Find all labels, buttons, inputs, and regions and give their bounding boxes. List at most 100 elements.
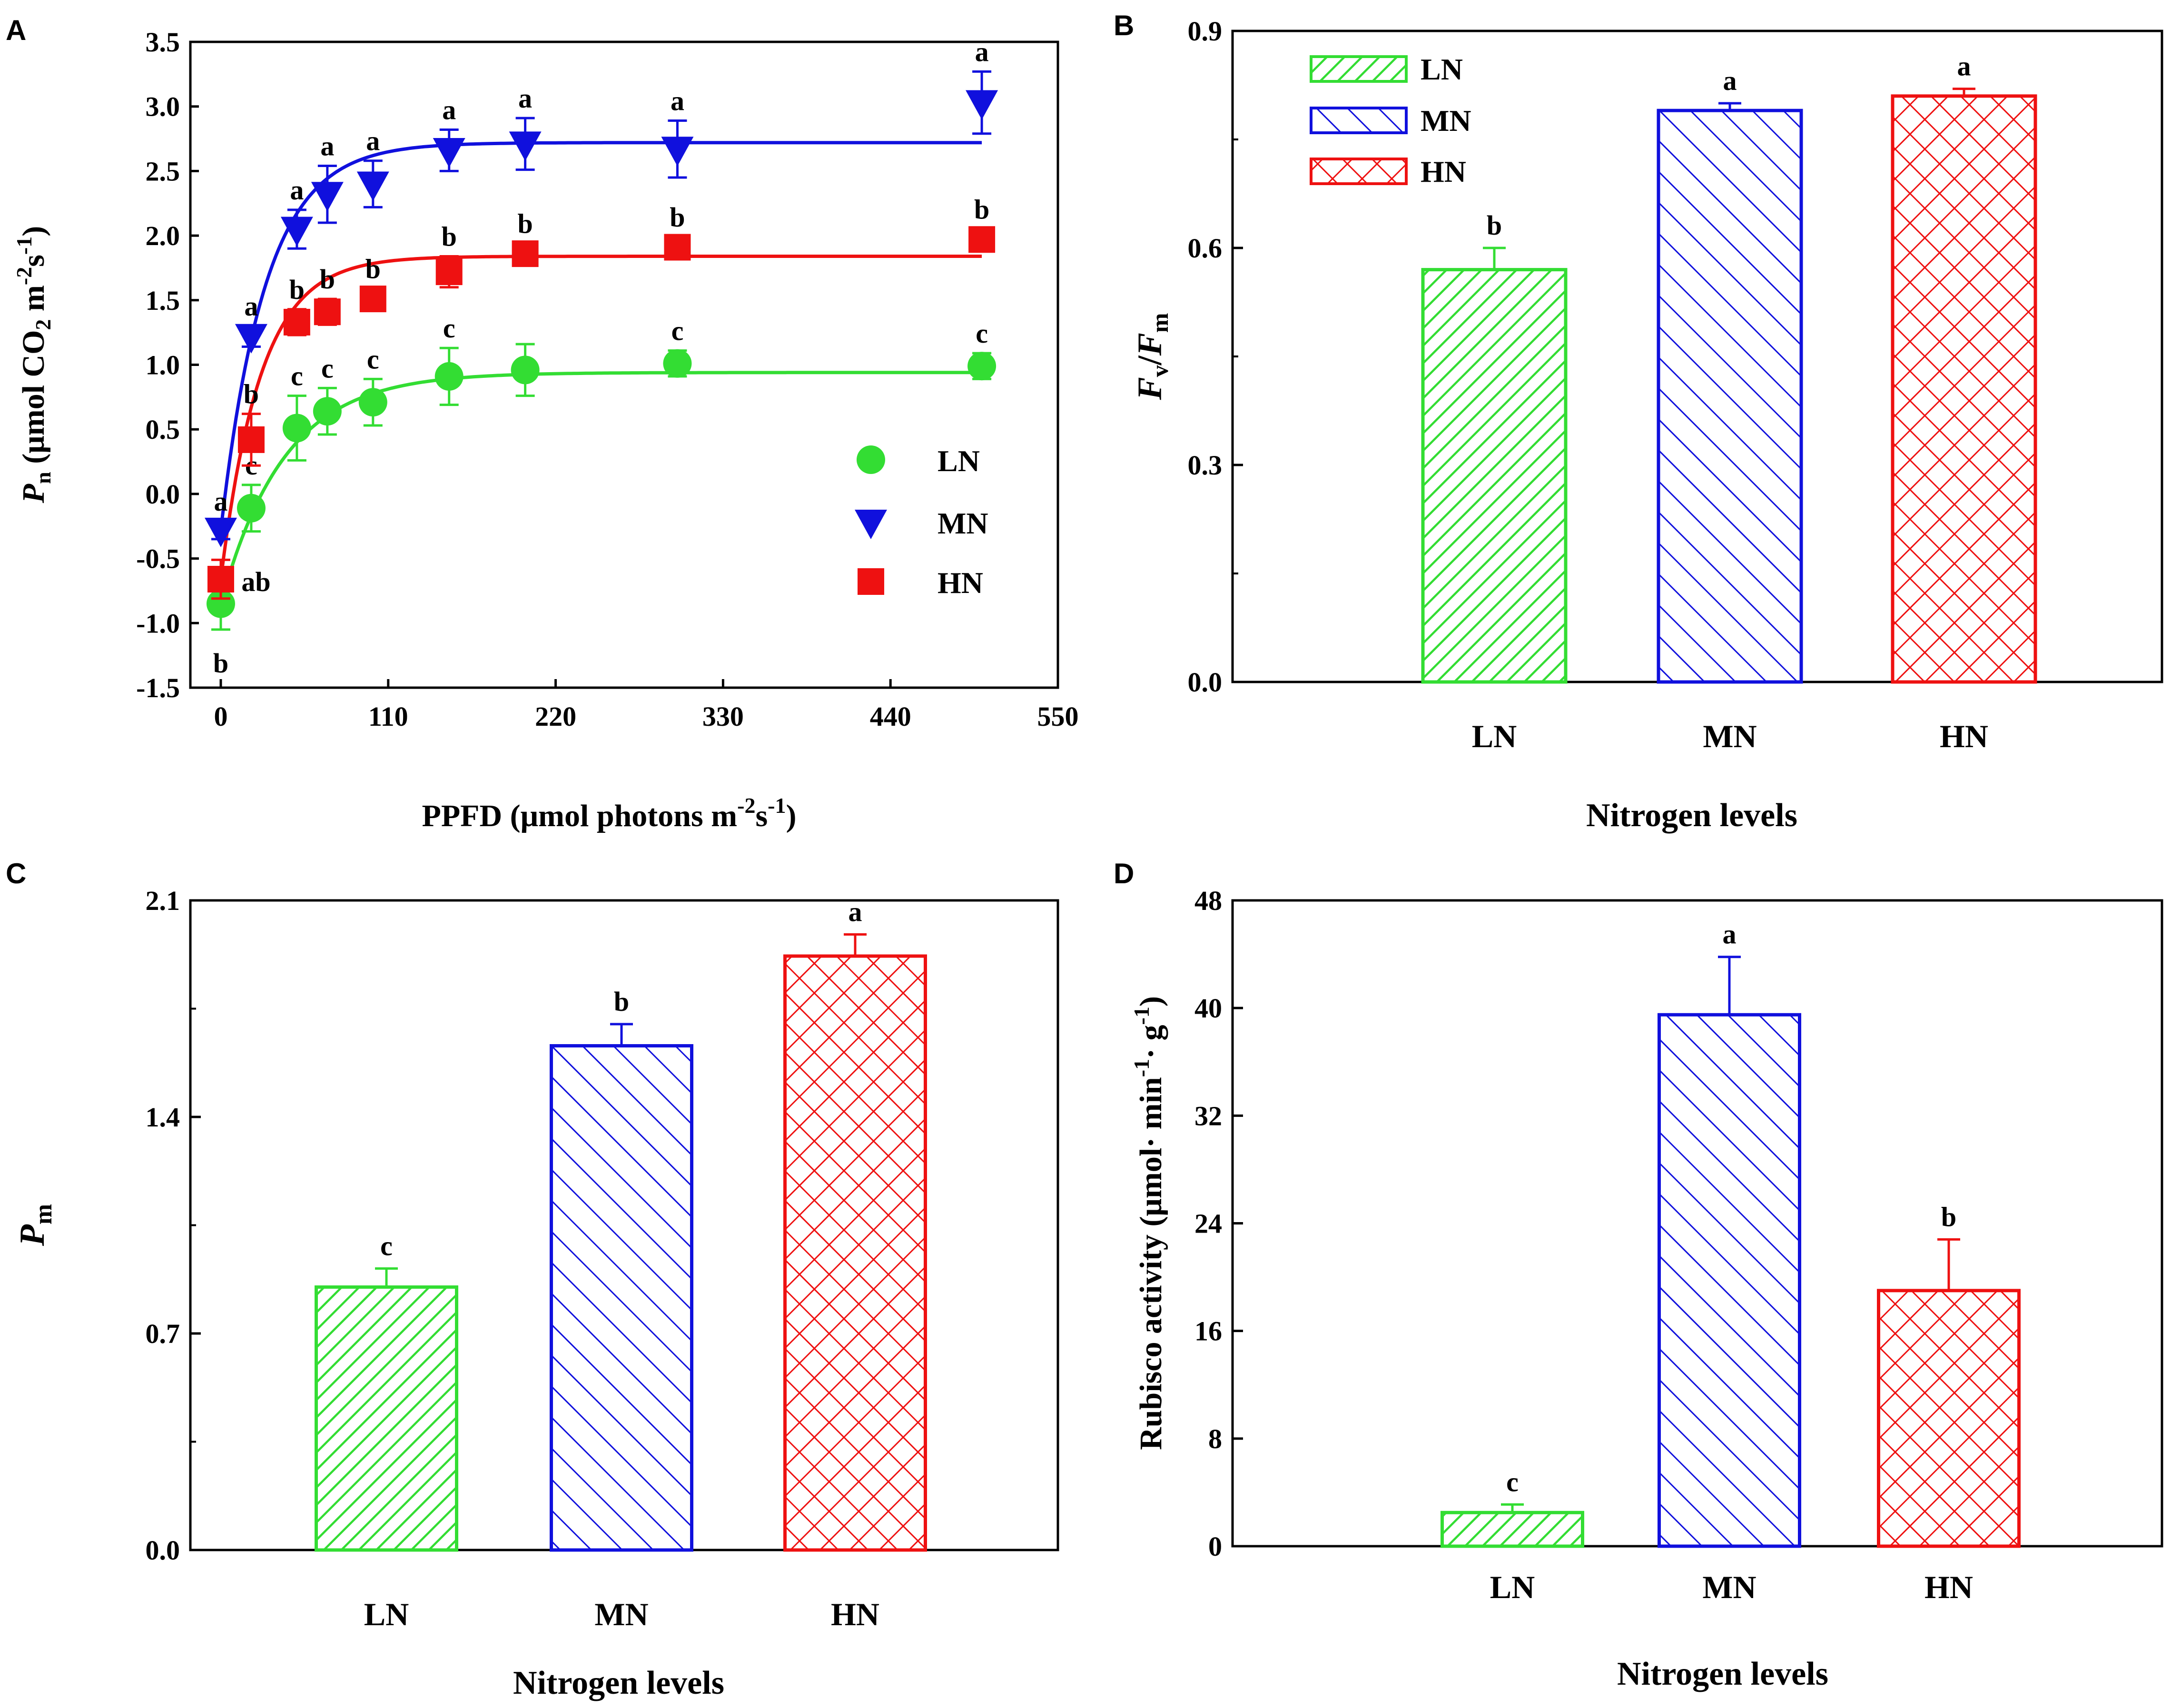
panel-letter-a: A	[6, 14, 26, 46]
point-mn	[356, 171, 389, 201]
y-tick-label: 0.0	[146, 1535, 180, 1566]
significance-letter: b	[320, 264, 335, 295]
panel-a-x-tick-label: 440	[870, 701, 911, 732]
significance-letter: a	[214, 486, 227, 517]
point-ln	[434, 362, 464, 391]
point-mn	[433, 138, 465, 168]
panel-a-data-points: bcccccccaaaaaaaaaabbbbbbbbb	[204, 36, 998, 679]
bar-mn	[1657, 109, 1803, 684]
panel-b-x-axis-label: Nitrogen levels	[1586, 797, 1797, 834]
significance-letter: a	[320, 131, 334, 162]
panel-a-x-tick-label: 110	[368, 701, 408, 732]
point-ln	[237, 494, 266, 523]
point-ln	[967, 352, 997, 381]
point-hn	[237, 426, 265, 453]
y-tick-label: 8	[1208, 1423, 1222, 1454]
bar-ln	[1421, 268, 1568, 684]
bar-hn	[1891, 94, 2037, 684]
panel-d-x-axis-label: Nitrogen levels	[1617, 1656, 1828, 1692]
significance-letter: a	[244, 291, 258, 322]
panel-letter-d: D	[1114, 858, 1134, 889]
y-tick-label: 32	[1194, 1100, 1222, 1131]
significance-letter: a	[975, 36, 989, 67]
point-ln	[206, 589, 235, 618]
category-label: HN	[1924, 1569, 1973, 1605]
legend-label: HN	[1421, 155, 1466, 188]
panel-a-y-axis: -1.5 -1.0 -0.5 0.0 0.5 1.0 1.5 2.0 2.5 3.0 3.5	[136, 27, 199, 703]
significance-letter: a	[1723, 919, 1737, 950]
panel-a-y-tick-label: 3.0	[146, 91, 180, 122]
significance-letter: a	[849, 897, 862, 928]
significance-letter: a	[442, 95, 456, 126]
significance-letter: c	[380, 1231, 393, 1262]
panel-c-y-axis: 0.0 0.7 1.4 2.1	[146, 885, 201, 1566]
point-mn	[966, 90, 998, 120]
panel-a-fit-curves	[219, 141, 982, 604]
category-label: LN	[364, 1596, 409, 1632]
legend-swatch-hn	[1310, 158, 1408, 185]
panel-c-bars: c LN b MN a HN	[315, 897, 927, 1632]
significance-letter: b	[365, 253, 381, 284]
panel-a-legend: LN MN HN	[855, 444, 988, 600]
point-hn	[435, 258, 463, 286]
legend-marker-ln	[857, 445, 885, 474]
panel-letter-b: B	[1114, 10, 1134, 41]
significance-letter: b	[213, 648, 228, 679]
significance-letter: b	[670, 202, 685, 233]
panel-d-bars: c LN a MN b HN	[1441, 919, 2021, 1605]
point-ln	[313, 397, 342, 426]
panel-a-x-tick-label: 220	[535, 701, 576, 732]
bar-ln	[315, 1285, 458, 1552]
panel-a-y-axis-label: Pn (μmol CO2 m-2s-1)	[12, 226, 55, 504]
point-hn	[359, 286, 386, 313]
fit-curve-mn	[219, 141, 982, 531]
legend-label: MN	[1421, 104, 1471, 138]
legend-label: MN	[937, 506, 988, 540]
significance-letter: a	[1957, 51, 1971, 82]
y-tick-label: 16	[1194, 1316, 1222, 1347]
point-ln	[282, 414, 311, 443]
category-label: MN	[1703, 718, 1757, 754]
significance-letter: c	[1506, 1466, 1519, 1497]
panel-d-rubisco-chart: 0 8 16 24 32 40 48 c LN a MN b HN Rubisco activity …	[1129, 885, 2163, 1692]
y-tick-label: 0.7	[146, 1318, 180, 1349]
category-label: MN	[1702, 1569, 1756, 1605]
bar-hn	[1877, 1289, 2021, 1548]
panel-a-x-axis: 0 110 220 330 440 550	[214, 679, 1079, 732]
panel-a-y-tick-label: 0.5	[146, 414, 180, 445]
panel-d-y-axis: 0 8 16 24 32 40 48	[1194, 885, 1243, 1562]
significance-letter: a	[671, 86, 684, 117]
y-tick-label: 1.4	[146, 1102, 180, 1133]
y-tick-label: 0.3	[1188, 450, 1223, 481]
significance-letter: b	[289, 274, 305, 305]
significance-letter: c	[671, 316, 684, 346]
significance-letter: b	[244, 379, 259, 410]
category-label: LN	[1490, 1569, 1535, 1605]
significance-letter: c	[367, 344, 379, 375]
panel-a-y-tick-label: 2.0	[146, 220, 180, 251]
point-mn	[509, 131, 542, 161]
significance-letter: a	[1723, 65, 1737, 96]
y-tick-label: 0.9	[1188, 16, 1223, 47]
panel-a-x-tick-label: 330	[702, 701, 744, 732]
significance-letter: b	[1941, 1201, 1956, 1232]
panel-d-y-axis-label: Rubisco activity (μmol· min-1· g-1)	[1129, 996, 1168, 1450]
y-tick-label: 2.1	[146, 885, 180, 916]
panel-a-light-response-chart: -1.5 -1.0 -0.5 0.0 0.5 1.0 1.5 2.0 2.5 3.0 3.5 0 11…	[12, 27, 1079, 833]
point-hn	[512, 240, 539, 267]
panel-b-y-axis-label: Fv/Fm	[1131, 313, 1173, 401]
point-hn	[314, 298, 341, 326]
significance-letter: c	[291, 361, 303, 392]
y-tick-label: 48	[1194, 885, 1222, 916]
point-ln	[358, 388, 387, 417]
y-tick-label: 0	[1208, 1531, 1222, 1562]
panel-c-x-axis-label: Nitrogen levels	[513, 1665, 724, 1701]
fit-curve-ln	[219, 371, 982, 604]
panel-b-fvfm-chart: 0.0 0.3 0.6 0.9 b LN a MN a HN LN MN HN Fv/Fm Nitr…	[1131, 16, 2163, 834]
bar-ln	[1441, 1511, 1584, 1548]
point-hn	[664, 234, 691, 261]
point-hn	[283, 308, 310, 336]
bar-hn	[783, 954, 927, 1552]
y-tick-label: 24	[1194, 1208, 1222, 1239]
point-hn	[968, 226, 996, 253]
